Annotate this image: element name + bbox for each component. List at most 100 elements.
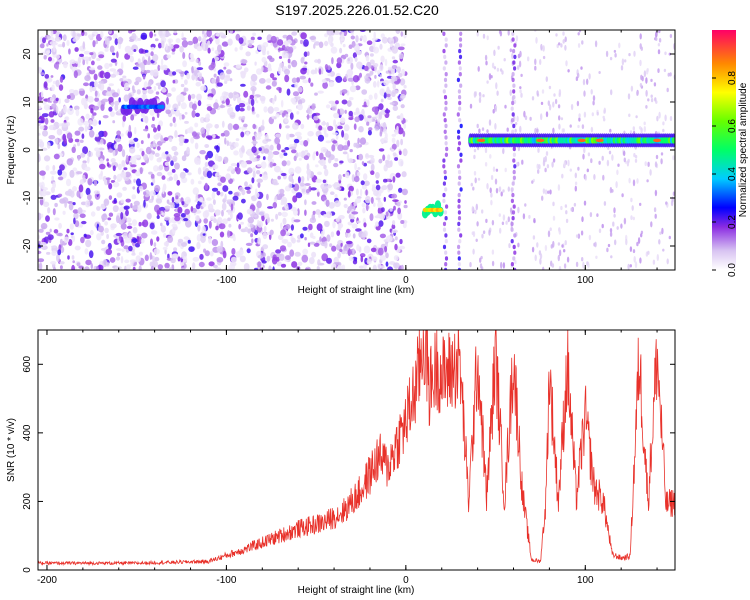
spectrogram-noise-cell	[401, 188, 408, 196]
spectrogram-noise-cell	[351, 223, 358, 229]
spectrogram-noise-cell	[289, 249, 295, 257]
spectrogram-noise-cell	[590, 126, 594, 133]
spectrogram-noise-cell	[87, 151, 93, 158]
spectrogram-noise-cell	[325, 199, 330, 207]
spectrogram-noise-cell	[191, 103, 197, 111]
colorbar-gradient	[712, 30, 736, 270]
spectrogram-noise-cell	[172, 103, 179, 111]
spectrogram-noise-cell	[587, 152, 591, 157]
spectrogram-noise-cell	[158, 164, 164, 170]
spectrogram-noise-cell	[197, 224, 201, 232]
spectrogram-noise-cell	[481, 233, 484, 239]
spectrogram-noise-cell	[494, 123, 497, 130]
spectrogram-noise-cell	[283, 239, 287, 244]
spectrogram-noise-cell	[473, 171, 477, 176]
spectrogram-noise-cell	[98, 54, 105, 59]
spectrogram-noise-cell	[179, 171, 186, 179]
spectrogram-noise-cell	[262, 51, 266, 56]
spectrogram-noise-cell	[38, 105, 42, 110]
spectrogram-noise-cell	[116, 248, 122, 251]
spectrogram-noise-cell	[637, 237, 641, 244]
spectrogram-noise-cell	[508, 243, 511, 249]
spectrogram-noise-cell	[96, 233, 102, 241]
spectrogram-noise-cell	[363, 245, 371, 254]
spectrogram-noise-cell	[72, 37, 78, 42]
spectrogram-noise-cell	[48, 56, 52, 62]
spectrogram-noise-cell	[664, 51, 667, 56]
spectrogram-noise-cell	[386, 93, 391, 98]
colorbar-tick-label: 0.2	[727, 215, 738, 229]
spectrogram-stripe-cell	[510, 106, 514, 111]
spectrogram-noise-cell	[580, 230, 584, 236]
spectrogram-carrier-peak	[577, 138, 586, 143]
spectrogram-noise-cell	[251, 146, 257, 154]
spectrogram-stripe-cell	[458, 66, 462, 71]
spectrogram-noise-cell	[250, 233, 254, 238]
spectrogram-noise-cell	[323, 127, 327, 135]
spectrogram-noise-cell	[370, 157, 375, 164]
spectrogram-noise-cell	[302, 248, 309, 255]
spectrogram-noise-cell	[101, 98, 109, 103]
spectrogram-noise-cell	[337, 222, 344, 229]
spectrogram-noise-cell	[166, 54, 172, 59]
spectrogram-noise-cell	[535, 37, 538, 44]
spectrogram-noise-cell	[654, 213, 657, 219]
spectrogram-noise-cell	[549, 227, 552, 232]
spectrogram-noise-cell	[55, 106, 59, 114]
spectrogram-noise-cell	[259, 95, 266, 102]
spectrogram-noise-cell	[151, 124, 156, 128]
spectrogram-noise-cell	[70, 232, 74, 236]
spectrogram-noise-cell	[203, 218, 208, 224]
spectrogram-noise-cell	[336, 265, 344, 270]
spectrogram-noise-cell	[499, 227, 502, 234]
spectrogram-stripe-cell	[444, 141, 448, 146]
spectrogram-noise-cell	[93, 80, 98, 88]
spectrogram-noise-cell	[52, 126, 57, 131]
spectrogram-noise-cell	[484, 162, 488, 167]
colorbar-title: Normalized spectral amplitude	[738, 82, 749, 217]
spectrogram-noise-cell	[76, 33, 83, 37]
spectrogram-noise-cell	[122, 232, 129, 239]
spectrogram-noise-cell	[552, 101, 555, 108]
spectrogram-noise-cell	[251, 111, 256, 115]
spectrogram-noise-cell	[71, 264, 75, 270]
spectrogram-noise-cell	[134, 81, 140, 86]
spectrogram-stripe-cell	[442, 181, 446, 186]
spectrogram-noise-cell	[319, 159, 326, 167]
spectrogram-noise-cell	[639, 202, 642, 206]
spectrogram-noise-cell	[515, 162, 519, 167]
spectrogram-noise-cell	[639, 83, 643, 88]
spectrogram-noise-cell	[334, 194, 338, 198]
spectrogram-noise-cell	[50, 119, 55, 123]
spectrogram-noise-cell	[40, 43, 45, 49]
spectrogram-noise-cell	[391, 65, 398, 70]
spectrogram-noise-cell	[393, 205, 396, 211]
spectrogram-noise-cell	[278, 87, 282, 94]
spectrogram-noise-cell	[541, 89, 545, 94]
spectrogram-stripe-cell	[445, 146, 449, 152]
spectrogram-noise-cell	[83, 120, 90, 126]
spectrogram-noise-cell	[120, 62, 124, 70]
spectrogram-noise-cell	[284, 203, 289, 210]
spectrogram-noise-cell	[305, 188, 310, 194]
spectrogram-noise-cell	[94, 97, 100, 102]
spectrogram-noise-cell	[54, 36, 62, 42]
spectrogram-noise-cell	[324, 133, 329, 138]
spectrogram-noise-cell	[241, 59, 248, 64]
spectrogram-noise-cell	[74, 130, 81, 136]
spectrogram-noise-cell	[83, 82, 89, 87]
spectrogram-noise-cell	[402, 148, 408, 157]
spectrogram-noise-cell	[606, 159, 610, 167]
spectrogram-noise-cell	[108, 96, 114, 103]
spectrogram-noise-cell	[144, 52, 152, 57]
spectrogram-noise-cell	[482, 33, 486, 39]
spectrogram-noise-cell	[112, 181, 120, 188]
spectrogram-noise-cell	[331, 245, 337, 252]
spectrogram-noise-cell	[172, 155, 178, 162]
spectrogram-noise-cell	[479, 263, 483, 269]
spectrogram-stripe-cell	[457, 89, 461, 94]
spectrogram-carrier-peak	[595, 138, 604, 143]
spectrogram-noise-cell	[563, 263, 567, 269]
spectrogram-noise-cell	[562, 128, 565, 133]
spectrogram-noise-cell	[72, 186, 77, 192]
